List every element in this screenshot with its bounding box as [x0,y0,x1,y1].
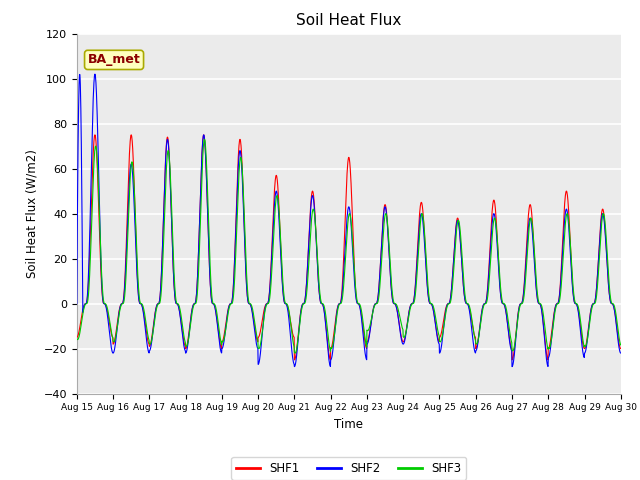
Title: Soil Heat Flux: Soil Heat Flux [296,13,401,28]
Text: BA_met: BA_met [88,53,140,66]
Legend: SHF1, SHF2, SHF3: SHF1, SHF2, SHF3 [232,457,466,480]
Y-axis label: Soil Heat Flux (W/m2): Soil Heat Flux (W/m2) [25,149,38,278]
X-axis label: Time: Time [334,418,364,431]
